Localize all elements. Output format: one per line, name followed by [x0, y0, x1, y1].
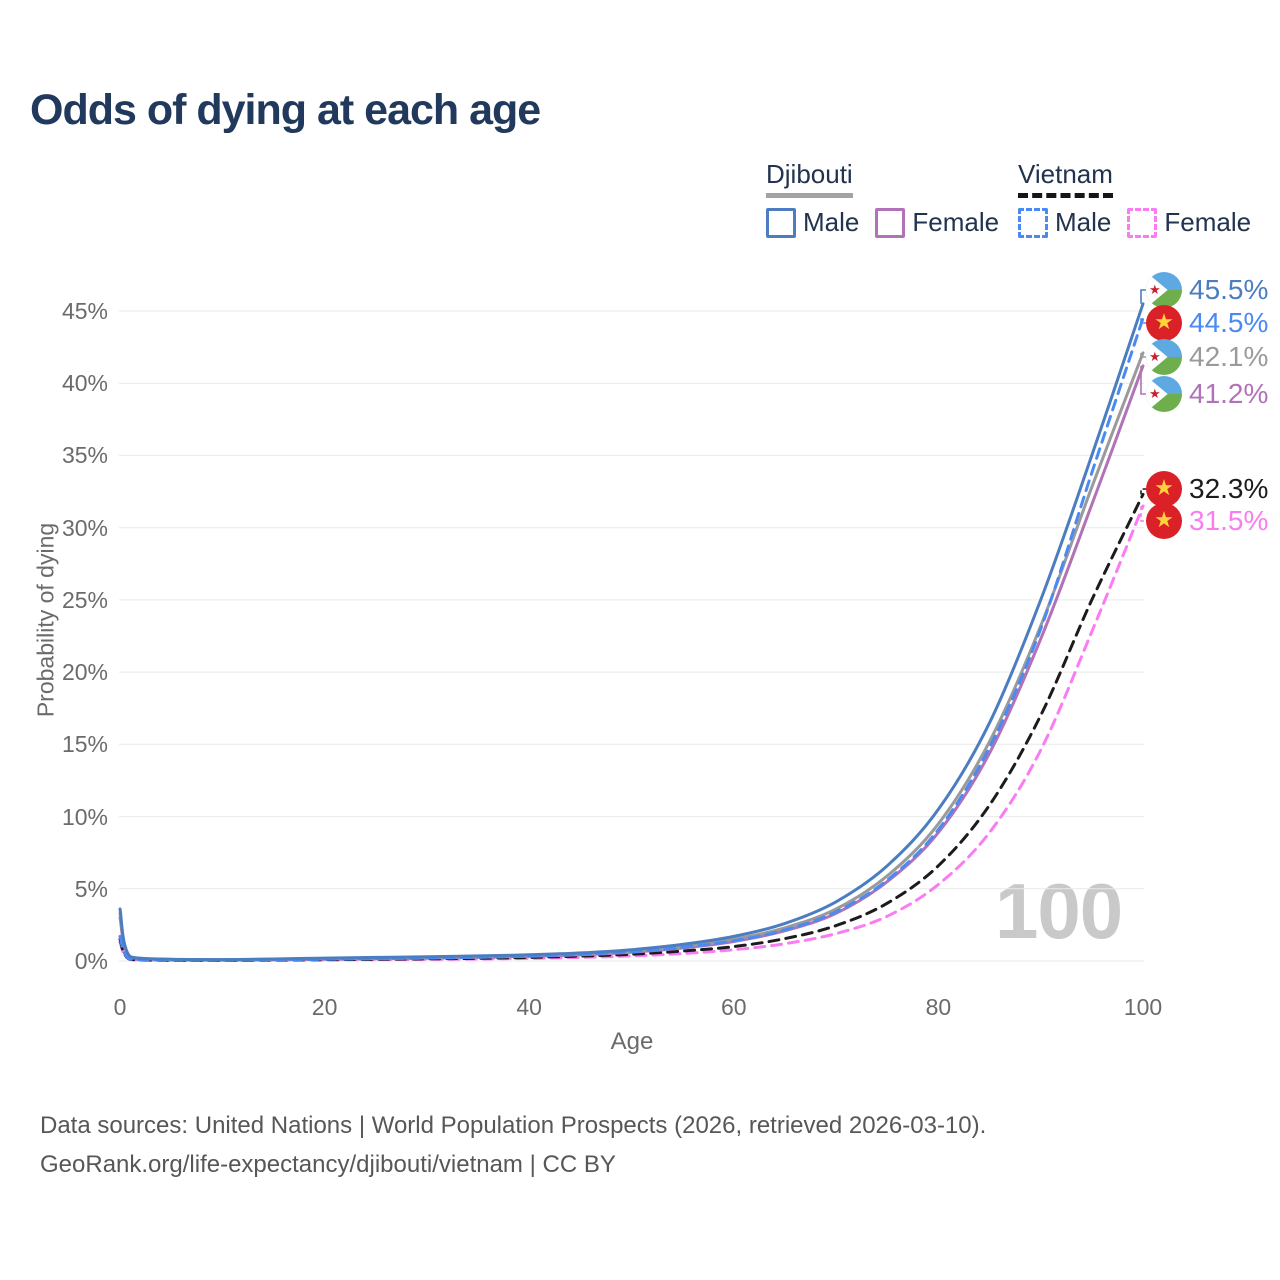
page-title: Odds of dying at each age [30, 86, 541, 134]
y-tick-label-20: 20% [61, 659, 108, 686]
end-label-value-vietnam-male: 44.5% [1189, 307, 1269, 338]
legend-item-djibouti-male[interactable]: Male [766, 207, 859, 238]
label-connector-vietnam-both-sexes [1140, 488, 1148, 495]
x-tick-label-0: 0 [113, 994, 127, 1020]
y-tick-label-40: 40% [61, 370, 108, 397]
legend-label-vietnam-female: Female [1164, 207, 1252, 237]
star-icon: ★ [1149, 386, 1161, 402]
y-tick-label-15: 15% [61, 731, 108, 758]
series-line-djibouti-male [118, 302, 1145, 962]
end-label-value-djibouti-both-sexes: 42.1% [1189, 341, 1269, 372]
end-label-row-vietnam-both-sexes: ★ 32.3% [1146, 471, 1268, 507]
legend-item-djibouti-female[interactable]: Female [875, 207, 999, 238]
x-tick-label-40: 40 [516, 994, 542, 1020]
x-tick-label-60: 60 [721, 994, 747, 1020]
y-axis-title: Probability of dying [32, 522, 59, 718]
y-tick-label-10: 10% [61, 803, 108, 830]
series-line-vietnam-female [118, 504, 1145, 962]
star-icon: ★ [1149, 349, 1161, 365]
series-line-vietnam-male [118, 316, 1145, 962]
end-label-row-djibouti-both-sexes: ★ 42.1% [1146, 339, 1268, 375]
end-label-row-djibouti-female: ★ 41.2% [1146, 376, 1268, 412]
legend-label-djibouti-male: Male [803, 207, 860, 237]
star-icon: ★ [1154, 309, 1174, 335]
legend-header-vietnam[interactable]: Vietnam [1018, 159, 1113, 198]
y-tick-label-30: 30% [61, 514, 108, 541]
star-icon: ★ [1154, 475, 1174, 501]
x-tick-label-20: 20 [311, 994, 338, 1020]
footer-data-sources: Data sources: United Nations | World Pop… [40, 1112, 987, 1139]
y-tick-label-45: 45% [61, 298, 108, 324]
legend-group-vietnam: Vietnam Male Female [1018, 159, 1251, 238]
series-line-vietnam-both-sexes [118, 492, 1145, 962]
footer: Data sources: United Nations | World Pop… [40, 1106, 986, 1184]
label-connector-vietnam-male [1140, 318, 1148, 324]
end-label-row-djibouti-male: ★ 45.5% [1146, 272, 1268, 308]
vietnam-female-swatch-icon [1127, 207, 1158, 238]
label-connector-vietnam-female [1140, 506, 1148, 522]
series-line-djibouti-both-sexes [118, 351, 1145, 962]
y-tick-label-25: 25% [61, 586, 108, 613]
legend-group-djibouti: Djibouti Male Female [766, 159, 999, 238]
vietnam-male-swatch-icon [1018, 207, 1048, 238]
djibouti-flag-icon: ★ [1146, 272, 1182, 308]
legend-item-vietnam-female[interactable]: Female [1127, 207, 1251, 238]
end-label-value-vietnam-both-sexes: 32.3% [1189, 473, 1269, 504]
legend-row-vietnam: Male Female [1018, 207, 1251, 238]
djibouti-flag-icon: ★ [1146, 339, 1182, 375]
djibouti-flag-icon: ★ [1146, 376, 1182, 412]
vietnam-flag-icon: ★ [1146, 305, 1182, 341]
x-tick-label-100: 100 [1123, 994, 1163, 1020]
star-icon: ★ [1154, 507, 1174, 533]
end-label-value-djibouti-female: 41.2% [1189, 378, 1269, 409]
x-axis-title: Age [610, 1028, 654, 1055]
footer-attribution: GeoRank.org/life-expectancy/djibouti/vie… [40, 1151, 616, 1178]
end-label-value-djibouti-male: 45.5% [1189, 274, 1269, 305]
end-label-row-vietnam-female: ★ 31.5% [1146, 503, 1268, 539]
end-label-value-vietnam-female: 31.5% [1189, 505, 1269, 536]
vietnam-flag-icon: ★ [1146, 503, 1182, 539]
x-tick-label-80: 80 [925, 994, 952, 1020]
legend-label-djibouti-female: Female [912, 207, 1000, 237]
djibouti-female-swatch-icon [875, 207, 906, 238]
y-tick-label-5: 5% [74, 875, 108, 902]
star-icon: ★ [1149, 282, 1161, 298]
legend-item-vietnam-male[interactable]: Male [1018, 207, 1111, 238]
legend-row-djibouti: Male Female [766, 207, 999, 238]
y-tick-label-35: 35% [61, 442, 108, 469]
vietnam-flag-icon: ★ [1146, 471, 1182, 507]
y-tick-label-0: 0% [74, 948, 108, 974]
age-counter-watermark: 100 [995, 867, 1123, 955]
legend-label-vietnam-male: Male [1055, 207, 1112, 237]
end-label-row-vietnam-male: ★ 44.5% [1146, 305, 1268, 341]
djibouti-male-swatch-icon [766, 207, 796, 238]
legend-header-djibouti[interactable]: Djibouti [766, 159, 853, 198]
